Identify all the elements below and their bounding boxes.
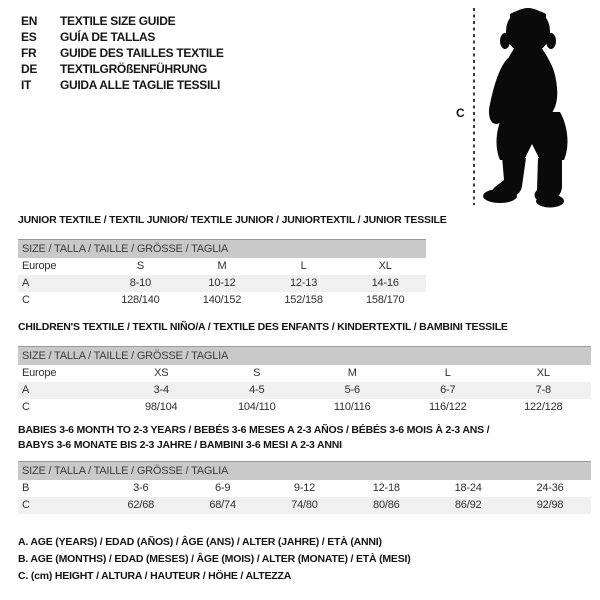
legend-row-fr: FR GUIDE DES TAILLES TEXTILE bbox=[21, 45, 224, 61]
table-row: C 62/68 68/74 74/80 80/86 86/92 92/98 bbox=[18, 496, 591, 514]
value-cell: 98/104 bbox=[145, 401, 178, 413]
lang-code: ES bbox=[21, 30, 37, 44]
value-cell: 4-5 bbox=[209, 381, 305, 399]
lang-code: EN bbox=[21, 14, 38, 28]
value-cell: XL bbox=[536, 367, 550, 379]
lang-text: GUIDA ALLE TAGLIE TESSILI bbox=[60, 78, 221, 92]
value-cell: 6-7 bbox=[400, 381, 496, 399]
value-cell: M bbox=[217, 260, 227, 272]
lang-text: GUIDE DES TAILLES TEXTILE bbox=[60, 46, 224, 60]
value-cell: 74/80 bbox=[263, 496, 346, 514]
row-label-cell: B bbox=[22, 482, 30, 494]
legend-row-es: ES GUÍA DE TALLAS bbox=[21, 29, 224, 45]
value-cell: 10-12 bbox=[181, 274, 263, 292]
value-cell: 110/116 bbox=[333, 401, 371, 413]
height-measure-label: C bbox=[456, 106, 465, 120]
value-cell: 9-12 bbox=[293, 482, 316, 494]
value-cell: 24-36 bbox=[536, 482, 564, 494]
note-age-months: B. AGE (MONTHS) / EDAD (MESES) / ÂGE (MO… bbox=[18, 553, 411, 565]
value-cell: XS bbox=[154, 367, 169, 379]
baby-silhouette-icon bbox=[483, 8, 568, 208]
children-size-table: SIZE / TALLA / TAILLE / GRÖSSE / TAGLIA E… bbox=[18, 346, 591, 416]
row-label-cell: Europe bbox=[22, 367, 57, 379]
value-cell: 128/140 bbox=[121, 294, 160, 306]
value-cell: 68/74 bbox=[181, 496, 264, 514]
size-header-cell: SIZE / TALLA / TAILLE / GRÖSSE / TAGLIA bbox=[18, 461, 591, 480]
value-cell: 158/170 bbox=[366, 294, 405, 306]
value-cell: M bbox=[347, 367, 357, 379]
value-cell: S bbox=[136, 260, 144, 272]
size-header-cell: SIZE / TALLA / TAILLE / GRÖSSE / TAGLIA bbox=[18, 239, 426, 258]
row-label-cell: A bbox=[18, 381, 114, 399]
lang-text: TEXTILGRÖßENFÜHRUNG bbox=[60, 62, 207, 76]
value-cell: 104/110 bbox=[237, 401, 276, 413]
value-cell: 7-8 bbox=[495, 381, 591, 399]
value-cell: 140/152 bbox=[202, 294, 242, 306]
height-measure-dashed-line bbox=[473, 8, 475, 205]
note-height-cm: C. (cm) HEIGHT / ALTURA / HAUTEUR / HÖHE… bbox=[18, 570, 292, 582]
babies-size-table: SIZE / TALLA / TAILLE / GRÖSSE / TAGLIA B… bbox=[18, 461, 591, 514]
lang-code: IT bbox=[21, 78, 32, 92]
table-row: B 3-6 6-9 9-12 12-18 18-24 24-36 bbox=[18, 480, 591, 497]
note-age-years: A. AGE (YEARS) / EDAD (AÑOS) / ÂGE (ANS)… bbox=[18, 536, 382, 548]
measurement-notes: A. AGE (YEARS) / EDAD (AÑOS) / ÂGE (ANS)… bbox=[18, 534, 411, 585]
value-cell: L bbox=[444, 367, 451, 379]
size-header-row: SIZE / TALLA / TAILLE / GRÖSSE / TAGLIA bbox=[18, 461, 591, 480]
row-label-cell: C bbox=[18, 496, 100, 514]
lang-text: GUÍA DE TALLAS bbox=[60, 30, 156, 44]
legend-row-it: IT GUIDA ALLE TAGLIE TESSILI bbox=[21, 77, 224, 93]
value-cell: L bbox=[300, 260, 307, 272]
table-row: Europe S M L XL bbox=[18, 258, 426, 275]
legend-row-en: EN TEXTILE SIZE GUIDE bbox=[21, 13, 224, 29]
value-cell: 12-18 bbox=[372, 482, 400, 494]
section-title-children: CHILDREN'S TEXTILE / TEXTIL NIÑO/A / TEX… bbox=[18, 321, 508, 333]
value-cell: 62/68 bbox=[99, 496, 182, 514]
row-label-cell: A bbox=[18, 274, 100, 292]
table-row: Europe XS S M L XL bbox=[18, 365, 591, 382]
junior-size-table: SIZE / TALLA / TAILLE / GRÖSSE / TAGLIA E… bbox=[18, 239, 426, 309]
baby-height-figure: C bbox=[450, 0, 600, 215]
value-cell: 122/128 bbox=[524, 401, 563, 413]
table-row: A 3-4 4-5 5-6 6-7 7-8 bbox=[18, 381, 591, 399]
value-cell: 152/158 bbox=[284, 294, 323, 306]
table-row: C 98/104 104/110 110/116 116/122 122/128 bbox=[18, 399, 591, 416]
lang-text: TEXTILE SIZE GUIDE bbox=[60, 14, 176, 28]
value-cell: 92/98 bbox=[509, 496, 591, 514]
value-cell: 3-6 bbox=[133, 482, 149, 494]
value-cell: 6-9 bbox=[214, 482, 231, 494]
language-legend: EN TEXTILE SIZE GUIDE ES GUÍA DE TALLAS … bbox=[21, 13, 224, 93]
lang-code: FR bbox=[21, 46, 37, 60]
table-row: C 128/140 140/152 152/158 158/170 bbox=[18, 292, 426, 309]
size-header-row: SIZE / TALLA / TAILLE / GRÖSSE / TAGLIA bbox=[18, 239, 426, 258]
section-title-junior: JUNIOR TEXTILE / TEXTIL JUNIOR/ TEXTILE … bbox=[18, 214, 447, 226]
value-cell: 8-10 bbox=[99, 274, 182, 292]
value-cell: 86/92 bbox=[427, 496, 510, 514]
value-cell: XL bbox=[378, 260, 392, 272]
row-label-cell: Europe bbox=[22, 260, 57, 272]
value-cell: 12-13 bbox=[262, 274, 345, 292]
lang-code: DE bbox=[21, 62, 38, 76]
size-header-row: SIZE / TALLA / TAILLE / GRÖSSE / TAGLIA bbox=[18, 346, 591, 365]
section-title-babies: BABIES 3-6 MONTH TO 2-3 YEARS / BEBÉS 3-… bbox=[18, 424, 490, 451]
value-cell: 5-6 bbox=[304, 381, 400, 399]
table-row: A 8-10 10-12 12-13 14-16 bbox=[18, 274, 426, 292]
value-cell: 116/122 bbox=[428, 401, 467, 413]
row-label-cell: C bbox=[22, 401, 30, 413]
value-cell: S bbox=[253, 367, 261, 379]
size-header-cell: SIZE / TALLA / TAILLE / GRÖSSE / TAGLIA bbox=[18, 346, 591, 365]
value-cell: 80/86 bbox=[345, 496, 428, 514]
legend-row-de: DE TEXTILGRÖßENFÜHRUNG bbox=[21, 61, 224, 77]
value-cell: 14-16 bbox=[344, 274, 426, 292]
row-label-cell: C bbox=[22, 294, 30, 306]
value-cell: 18-24 bbox=[454, 482, 482, 494]
value-cell: 3-4 bbox=[113, 381, 209, 399]
